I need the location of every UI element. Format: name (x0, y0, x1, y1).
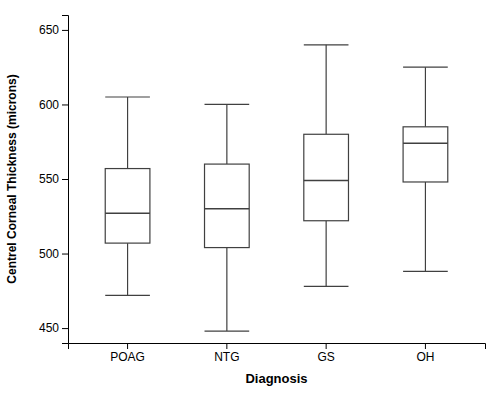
x-tick-label: GS (317, 350, 334, 364)
x-tick-mark (127, 343, 128, 349)
lower-whisker (326, 221, 327, 287)
x-tick-mark (425, 343, 426, 349)
median (205, 208, 250, 210)
y-tick-label: 550 (39, 172, 59, 186)
y-tick-mark (62, 179, 68, 180)
median (403, 142, 448, 144)
x-tick-label: NTG (214, 350, 239, 364)
x-tick-mark (226, 343, 227, 349)
x-axis-line (69, 344, 486, 350)
lower-whisker (425, 182, 426, 271)
lower-cap (105, 295, 150, 296)
y-tick-label: 500 (39, 247, 59, 261)
lower-whisker (127, 243, 128, 295)
y-axis-line (62, 16, 69, 344)
box (205, 164, 250, 247)
y-tick-label: 450 (39, 321, 59, 335)
lower-cap (205, 330, 250, 331)
x-tick-label: POAG (110, 350, 145, 364)
upper-whisker (226, 104, 227, 164)
lower-cap (403, 271, 448, 272)
box-group (304, 45, 349, 287)
lower-whisker (226, 248, 227, 331)
chart: 450 500 550 600 650 POAG NTG GS OH Diagnosis Centr… (0, 0, 500, 395)
upper-cap (105, 96, 150, 97)
box (304, 134, 349, 220)
box-group (205, 104, 250, 331)
upper-whisker (326, 45, 327, 134)
upper-cap (304, 44, 349, 45)
y-tick: 600 (39, 98, 68, 112)
x-tick: OH (416, 343, 434, 364)
y-tick-mark (62, 254, 68, 255)
y-axis-title: Centrel Corneal Thickness (microns) (5, 74, 19, 283)
upper-cap (403, 67, 448, 68)
plot-area (105, 45, 448, 331)
x-tick-label: OH (416, 350, 434, 364)
x-tick: GS (317, 343, 334, 364)
y-tick: 650 (39, 23, 68, 37)
box (105, 169, 150, 244)
upper-cap (205, 104, 250, 105)
y-tick-mark (62, 30, 68, 31)
median (105, 213, 150, 215)
y-tick-label: 650 (39, 23, 59, 37)
y-tick: 500 (39, 247, 68, 261)
y-tick: 550 (39, 172, 68, 186)
upper-whisker (127, 97, 128, 169)
y-tick-label: 600 (39, 98, 59, 112)
x-tick: NTG (214, 343, 239, 364)
x-axis: POAG NTG GS OH (69, 343, 486, 364)
x-tick: POAG (110, 343, 145, 364)
box (403, 127, 448, 182)
y-tick-mark (62, 328, 68, 329)
x-axis-title: Diagnosis (245, 371, 307, 386)
y-tick-mark (62, 104, 68, 105)
lower-cap (304, 286, 349, 287)
median (304, 180, 349, 182)
y-axis: 450 500 550 600 650 (39, 16, 69, 344)
box-group (105, 97, 150, 295)
box-group (403, 67, 448, 271)
x-tick-mark (326, 343, 327, 349)
upper-whisker (425, 67, 426, 127)
y-tick: 450 (39, 321, 68, 335)
